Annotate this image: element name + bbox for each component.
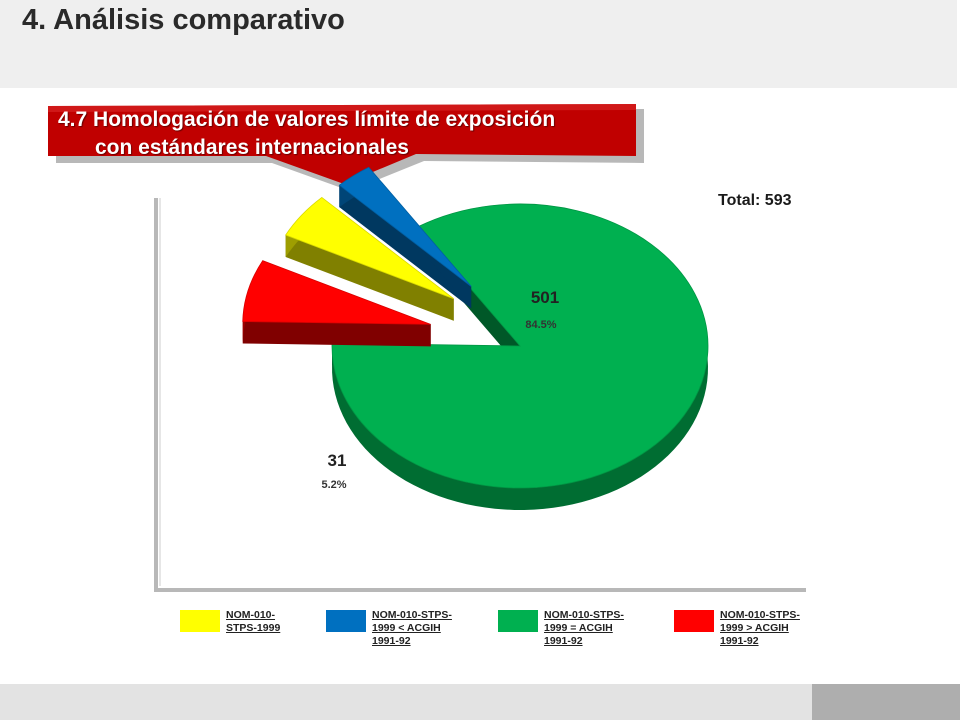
- pie-value-label: 19: [303, 423, 322, 442]
- pie-slice-group: [242, 260, 431, 347]
- legend-swatch: [498, 610, 538, 632]
- footer-band: [0, 684, 812, 720]
- legend-swatch: [674, 610, 714, 632]
- pie-slice: [338, 166, 472, 287]
- pie-slice-group: [338, 166, 472, 309]
- banner-line-2: con estándares internacionales: [95, 136, 409, 159]
- chart-frame: [154, 198, 806, 592]
- legend-label-line: NOM-010-STPS-: [372, 609, 452, 621]
- pie-value-label: 31: [328, 451, 347, 470]
- pie-slice: [331, 203, 709, 489]
- legend-label-line: 1991-92: [720, 635, 759, 647]
- legend-label-line: NOM-010-STPS-: [720, 609, 800, 621]
- pie-percent-label: 3.2%: [275, 441, 300, 453]
- pie-slice-group: [285, 196, 454, 321]
- legend-label: NOM-010-STPS- 1999 > ACGIH 1991-92: [720, 609, 820, 648]
- legend-label-line: NOM-010-STPS-: [544, 609, 624, 621]
- legend-label-line: 1999 = ACGIH: [544, 622, 613, 634]
- legend-label-line: 1999 < ACGIH: [372, 622, 441, 634]
- legend-label-line: 1999 > ACGIH: [720, 622, 789, 634]
- legend-label-line: STPS-1999: [226, 622, 281, 634]
- total-label: Total: 593: [718, 192, 792, 209]
- legend-label: NOM-010-STPS- 1999 < ACGIH 1991-92: [372, 609, 472, 648]
- pie-slice: [242, 260, 431, 325]
- legend-label-line: NOM-010-: [226, 609, 276, 621]
- pie-slice-wall: [285, 235, 454, 321]
- pie-percent-label: 5.2%: [321, 479, 346, 491]
- banner-line-1: 4.7 Homologación de valores límite de ex…: [58, 108, 556, 131]
- legend-swatch: [326, 610, 366, 632]
- pie-percent-label: 84.5%: [525, 319, 556, 331]
- footer-dark: [812, 684, 960, 720]
- section-banner-text: 4.7 Homologación de valores límite de ex…: [58, 106, 638, 162]
- legend-label-line: 1991-92: [544, 635, 583, 647]
- pie-slice-wall: [339, 185, 472, 309]
- pie-percent-label: 7.1%: [379, 522, 404, 534]
- legend-swatch: [180, 610, 220, 632]
- legend-label: NOM-010- STPS-1999: [226, 609, 326, 635]
- legend-label-line: 1991-92: [372, 635, 411, 647]
- pie-slice: [285, 196, 454, 300]
- pie-value-label: 501: [531, 288, 559, 307]
- pie-value-label: 42: [387, 489, 406, 508]
- header-band: [0, 0, 957, 88]
- legend-label: NOM-010-STPS- 1999 = ACGIH 1991-92: [544, 609, 644, 648]
- page-title: 4. Análisis comparativo: [22, 4, 345, 36]
